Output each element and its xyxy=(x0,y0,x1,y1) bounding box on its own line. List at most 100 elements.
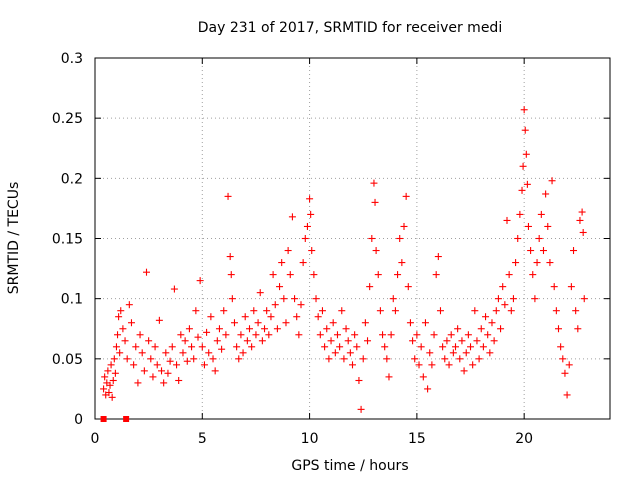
data-point xyxy=(258,337,266,345)
data-point xyxy=(222,331,230,339)
data-point xyxy=(454,325,462,333)
data-point xyxy=(160,379,168,387)
data-point xyxy=(492,307,500,315)
data-point xyxy=(325,355,333,363)
data-point xyxy=(116,349,124,357)
data-point xyxy=(252,331,260,339)
data-point xyxy=(366,283,374,291)
data-point xyxy=(177,331,185,339)
data-point xyxy=(557,343,565,351)
data-point xyxy=(110,355,118,363)
data-point xyxy=(565,361,573,369)
data-point xyxy=(220,307,228,315)
data-point xyxy=(136,331,144,339)
data-point xyxy=(546,259,554,267)
data-point xyxy=(452,343,459,351)
data-point xyxy=(370,179,378,187)
data-point xyxy=(344,337,352,345)
data-point xyxy=(316,331,324,339)
x-tick-label: 5 xyxy=(198,431,207,447)
data-point xyxy=(105,389,113,397)
data-point xyxy=(428,361,436,369)
data-point xyxy=(381,343,389,351)
data-point xyxy=(434,253,442,261)
x-axis-label: GPS time / hours xyxy=(291,458,408,474)
data-point xyxy=(404,283,412,291)
x-tick-label: 10 xyxy=(301,431,319,447)
data-point xyxy=(580,295,588,303)
y-tick-label: 0 xyxy=(74,412,83,428)
data-point xyxy=(112,343,120,351)
data-point xyxy=(379,331,387,339)
data-point xyxy=(523,180,531,188)
data-point xyxy=(552,307,560,315)
data-point xyxy=(230,319,238,327)
data-point xyxy=(400,222,408,230)
data-point xyxy=(164,369,172,377)
data-point xyxy=(318,307,326,315)
y-tick-label: 0.15 xyxy=(52,232,83,248)
data-point xyxy=(192,307,200,315)
data-point xyxy=(147,355,155,363)
data-point xyxy=(246,325,253,333)
data-point xyxy=(368,235,376,242)
data-point xyxy=(276,283,284,291)
data-point xyxy=(308,247,316,255)
data-point xyxy=(101,373,109,381)
data-point xyxy=(355,376,363,384)
data-point xyxy=(295,331,303,339)
data-point xyxy=(579,228,587,236)
data-point xyxy=(467,343,475,351)
data-point xyxy=(544,222,552,230)
data-point xyxy=(123,355,131,363)
data-point xyxy=(385,373,393,381)
data-point xyxy=(297,301,305,309)
data-point xyxy=(312,295,320,303)
data-point xyxy=(497,325,505,333)
data-point xyxy=(256,289,264,297)
data-point xyxy=(406,319,414,327)
data-point xyxy=(357,405,365,413)
data-point xyxy=(436,307,444,315)
data-point xyxy=(250,307,258,315)
data-point xyxy=(529,271,537,279)
data-point xyxy=(387,331,395,339)
data-point xyxy=(288,213,296,221)
data-point xyxy=(239,349,247,357)
data-point xyxy=(181,337,189,345)
data-point xyxy=(519,162,527,170)
data-point xyxy=(228,295,236,303)
data-point xyxy=(280,295,288,303)
data-point xyxy=(361,319,369,327)
data-point xyxy=(327,337,335,345)
data-point xyxy=(331,349,339,357)
data-point xyxy=(507,307,515,315)
data-point xyxy=(227,271,235,279)
zero-marker xyxy=(123,416,130,422)
data-point xyxy=(550,283,558,291)
data-point xyxy=(321,343,329,351)
data-point xyxy=(243,337,251,345)
data-point xyxy=(151,343,159,351)
data-point xyxy=(518,186,526,194)
data-point xyxy=(548,177,556,185)
data-point xyxy=(235,355,243,363)
data-point xyxy=(173,361,181,369)
data-point xyxy=(484,331,492,339)
data-point xyxy=(449,349,457,357)
zero-marker xyxy=(100,416,107,422)
y-tick-label: 0.3 xyxy=(61,51,83,67)
data-point xyxy=(273,325,281,333)
data-point xyxy=(509,295,517,303)
data-point xyxy=(353,343,361,351)
plot-frame xyxy=(94,57,611,420)
data-point xyxy=(100,385,108,393)
data-point xyxy=(372,247,380,255)
data-point xyxy=(130,361,138,369)
data-point xyxy=(119,325,127,333)
data-point xyxy=(346,349,354,357)
data-point xyxy=(248,343,256,351)
data-point xyxy=(286,271,294,279)
data-point xyxy=(282,319,290,327)
